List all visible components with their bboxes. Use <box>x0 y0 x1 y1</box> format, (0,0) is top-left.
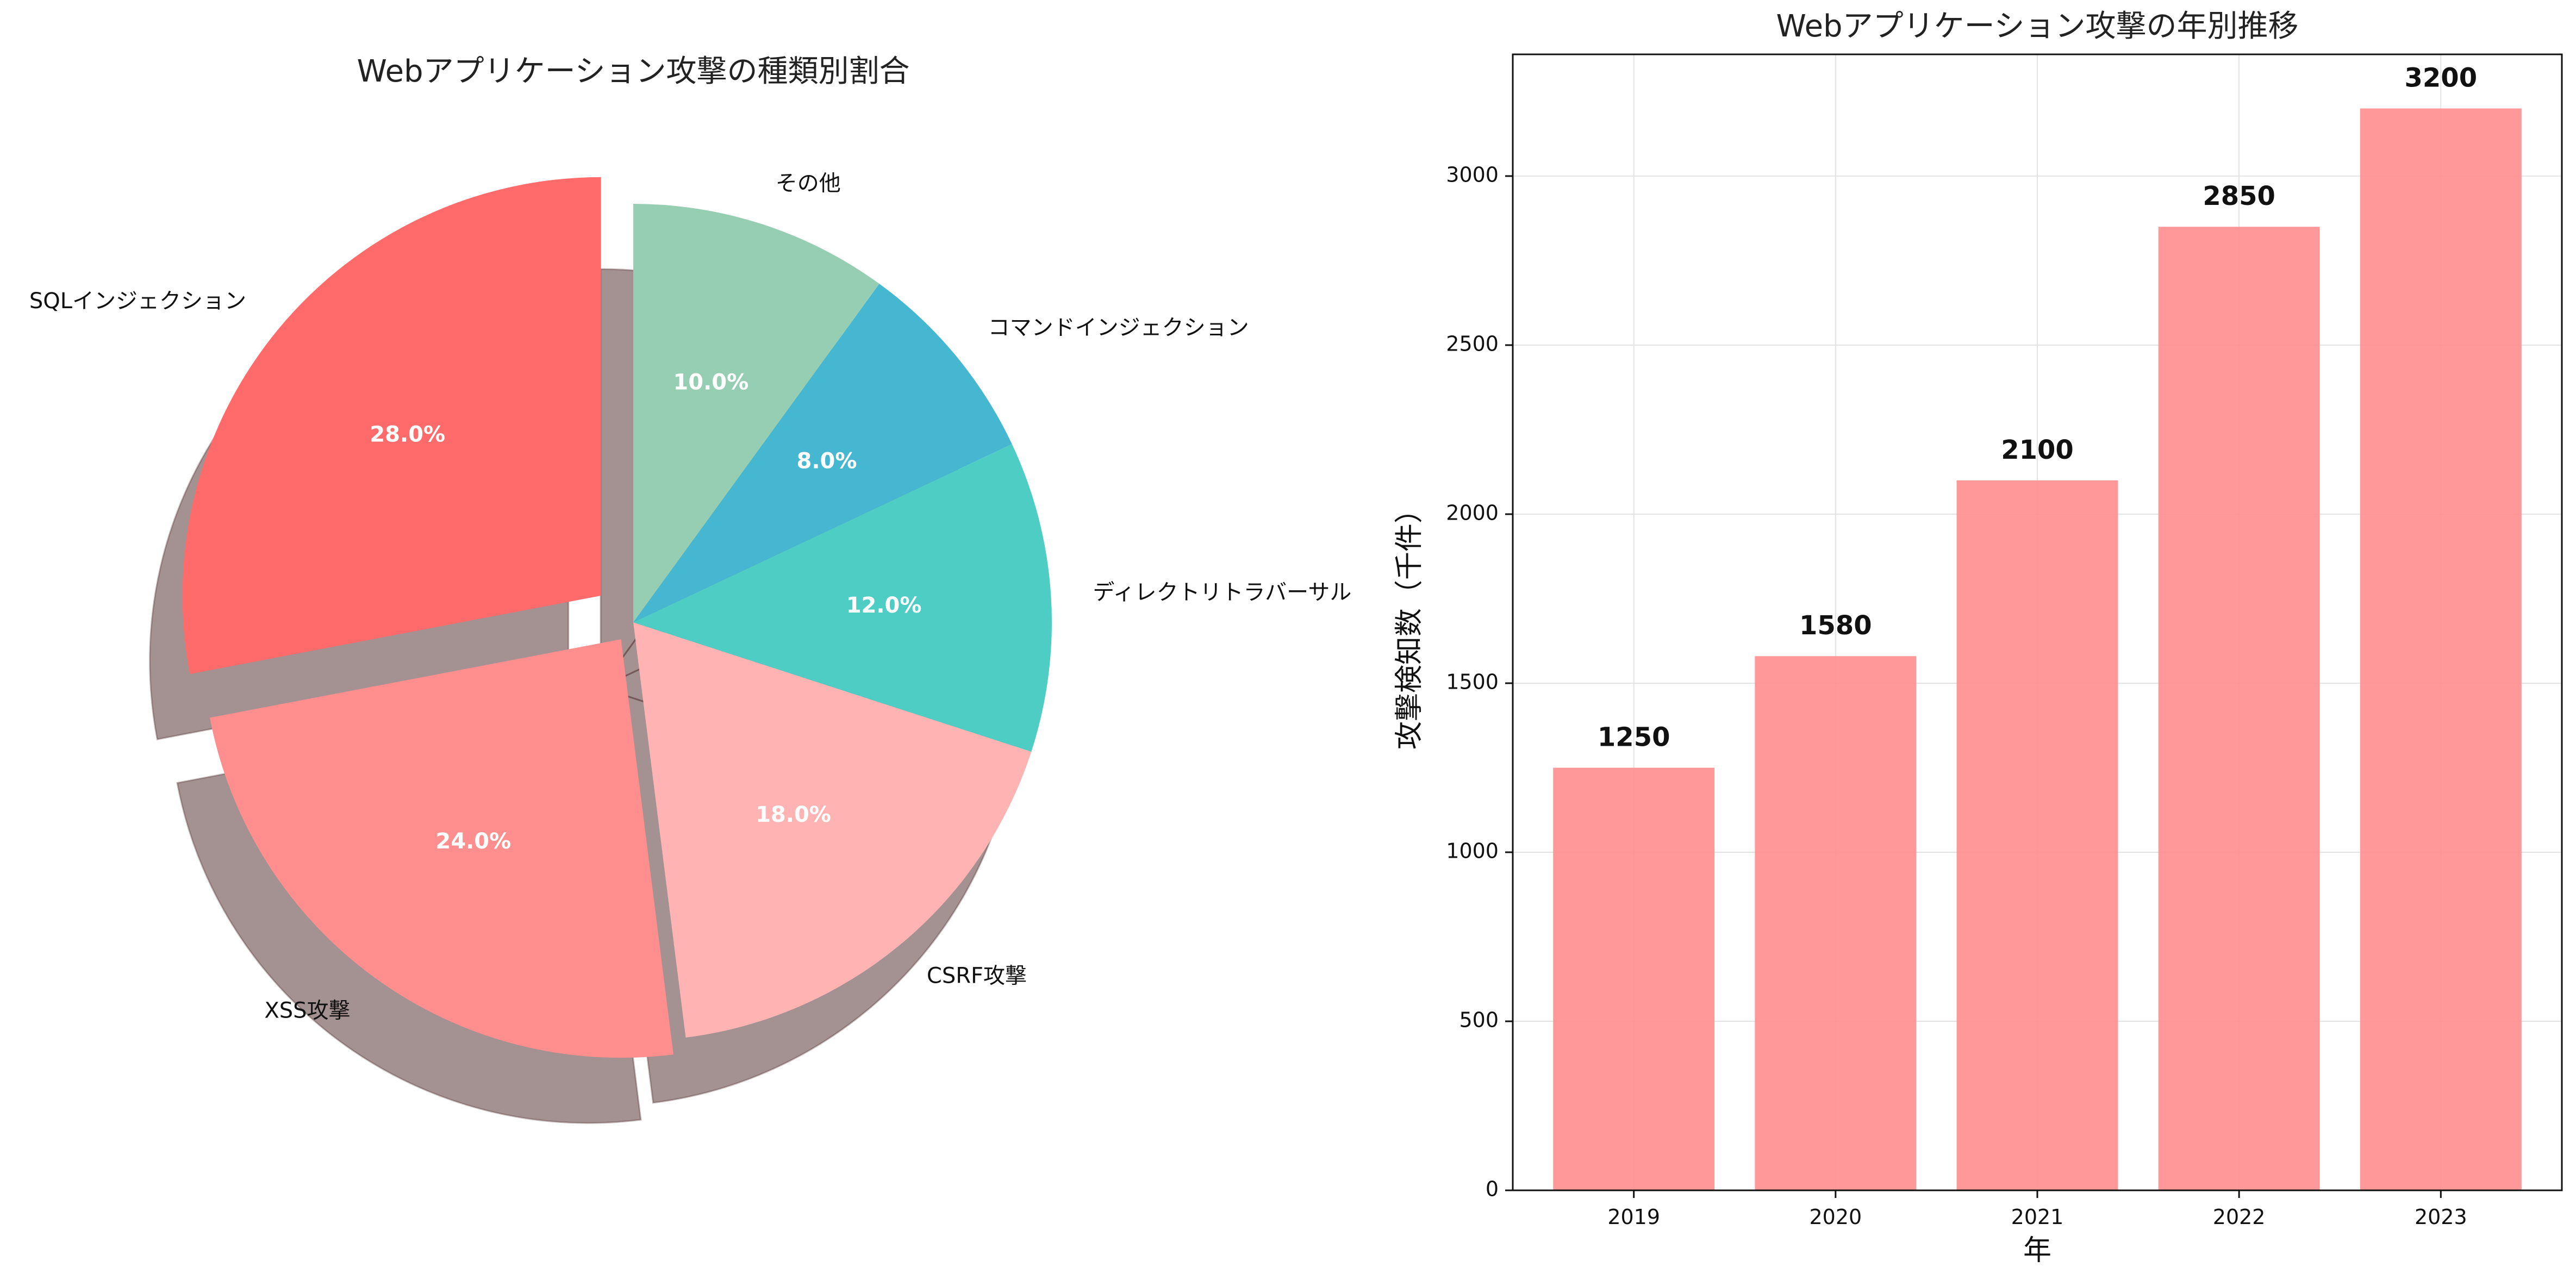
bars <box>1553 108 2522 1190</box>
y-tick-label: 3000 <box>1446 163 1499 186</box>
y-tick-label: 2500 <box>1446 332 1499 355</box>
bar-value-label: 2100 <box>2001 435 2074 465</box>
bar <box>2360 108 2522 1190</box>
bar-chart: Webアプリケーション攻撃の年別推移 12501580210028503200 … <box>1393 9 2563 1267</box>
y-tick-label: 2000 <box>1446 501 1499 525</box>
y-tick-label: 0 <box>1486 1177 1499 1201</box>
x-tick-label: 2023 <box>2415 1205 2467 1229</box>
pie-category-label: SQLインジェクション <box>29 289 246 314</box>
x-tick-label: 2021 <box>2011 1205 2064 1229</box>
y-tick-label: 500 <box>1459 1008 1499 1032</box>
bar <box>1956 480 2118 1190</box>
pie-chart: Webアプリケーション攻撃の種類別割合 SQLインジェクション 28.0% XSS攻… <box>29 54 1351 1124</box>
pie-category-label: CSRF攻撃 <box>927 964 1027 989</box>
pie-category-label: XSS攻撃 <box>264 998 350 1023</box>
bar <box>1553 767 1715 1190</box>
bar-value-label: 3200 <box>2405 63 2478 93</box>
pie-slice <box>633 622 1032 1038</box>
bar-title: Webアプリケーション攻撃の年別推移 <box>1776 9 2299 44</box>
bar-value-labels: 1250 1580 2100 2850 3200 <box>1598 63 2477 753</box>
pie-category-label: その他 <box>776 171 841 196</box>
bar-value-label: 2850 <box>2203 181 2275 211</box>
pie-slice <box>633 204 880 622</box>
pie-percent-label: 28.0% <box>370 422 445 447</box>
y-axis-label: 攻撃検知数（千件） <box>1393 495 1426 750</box>
pie-slice <box>210 639 673 1058</box>
pie-percent-label: 10.0% <box>673 370 749 395</box>
pie-title: Webアプリケーション攻撃の種類別割合 <box>357 54 910 89</box>
bar-ticks: 0 500 1000 1500 2000 2500 3000 2019 2020 2021 2022… <box>1446 163 2467 1229</box>
bar-value-label: 1250 <box>1598 722 1670 752</box>
x-tick-label: 2020 <box>1809 1205 1862 1229</box>
bar-value-label: 1580 <box>1799 610 1872 641</box>
pie-category-label: コマンドインジェクション <box>988 315 1249 340</box>
pie-slice <box>182 177 601 675</box>
y-tick-label: 1000 <box>1446 839 1499 863</box>
x-axis-label: 年 <box>2023 1234 2051 1267</box>
pie-labels: SQLインジェクション 28.0% XSS攻撃 24.0% CSRF攻撃 18.0% ディレ… <box>29 171 1351 1023</box>
y-tick-label: 1500 <box>1446 670 1499 694</box>
pie-slice <box>633 284 1012 622</box>
pie-percent-label: 12.0% <box>846 593 922 618</box>
pie-category-label: ディレクトリトラバーサル <box>1093 580 1351 605</box>
pie-percent-label: 24.0% <box>435 829 511 854</box>
pie-wedges <box>182 177 1052 1058</box>
bar <box>1755 656 1917 1190</box>
pie-percent-label: 18.0% <box>756 802 831 827</box>
x-tick-label: 2019 <box>1607 1205 1660 1229</box>
pie-percent-label: 8.0% <box>797 449 857 474</box>
bar <box>2158 227 2320 1190</box>
pie-slice <box>633 444 1052 752</box>
x-tick-label: 2022 <box>2213 1205 2266 1229</box>
